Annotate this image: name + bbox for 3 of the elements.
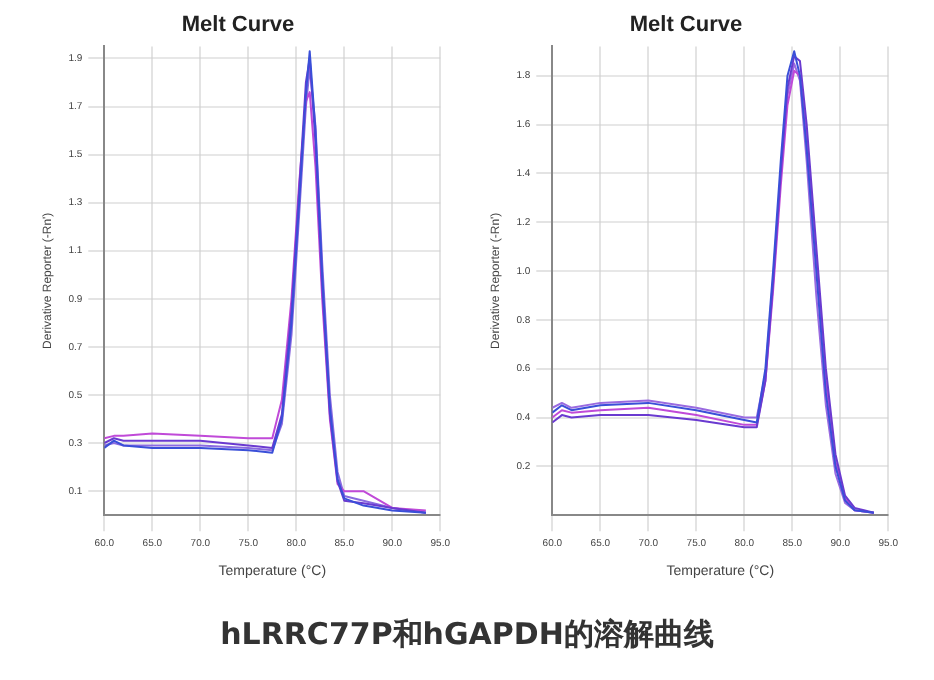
chart-title: Melt Curve	[628, 13, 742, 38]
chart-title: Melt Curve	[180, 13, 294, 38]
text: hLRRC77P和hGAPDH的溶解曲线	[218, 616, 716, 654]
